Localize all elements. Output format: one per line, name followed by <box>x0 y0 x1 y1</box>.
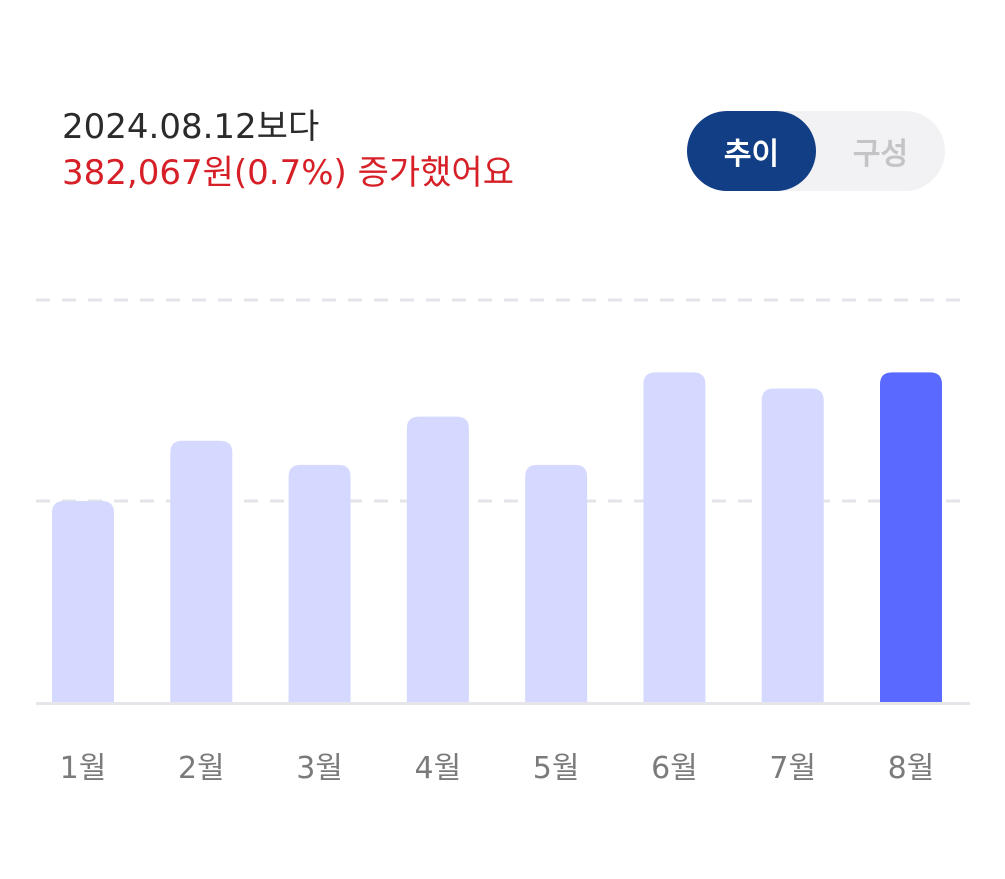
x-tick-label: 1월 <box>60 751 107 786</box>
x-tick-label: 2월 <box>178 751 225 786</box>
x-tick-label: 7월 <box>769 751 816 786</box>
bar[interactable] <box>52 501 114 702</box>
bar[interactable] <box>880 372 942 702</box>
bar[interactable] <box>643 372 705 702</box>
x-tick-label: 8월 <box>888 751 935 786</box>
bar[interactable] <box>407 417 469 702</box>
bar[interactable] <box>170 441 232 702</box>
x-tick-label: 6월 <box>651 751 698 786</box>
bar[interactable] <box>289 465 351 702</box>
x-tick-label: 4월 <box>415 751 462 786</box>
bar[interactable] <box>525 465 587 702</box>
x-tick-label: 5월 <box>533 751 580 786</box>
bar[interactable] <box>762 388 824 702</box>
x-tick-label: 3월 <box>296 751 343 786</box>
